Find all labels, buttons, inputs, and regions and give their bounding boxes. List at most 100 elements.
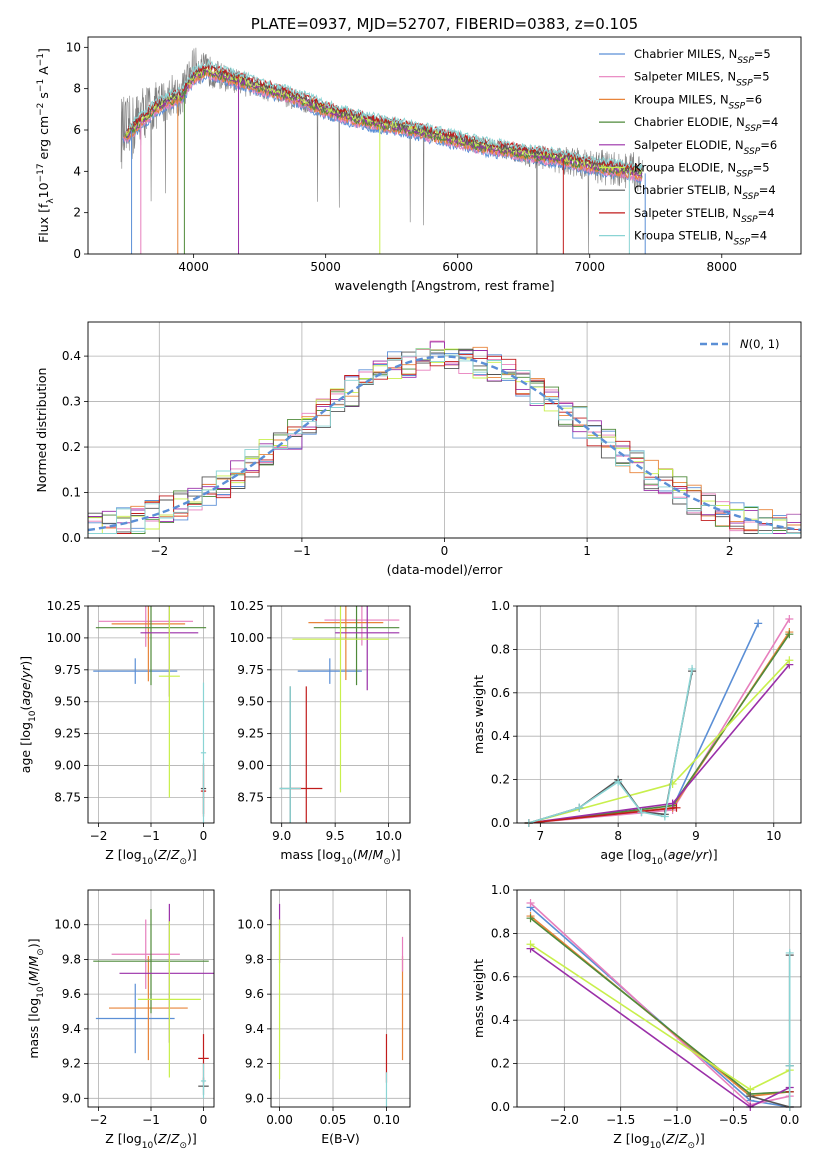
weight-series-line [528,631,790,824]
weight-series-line [529,906,790,1108]
legend-entry: Salpeter STELIB, NSSP=4 [634,206,775,225]
x-tick-label: 1 [583,544,591,558]
x-tick-label: 7000 [574,260,605,274]
y-tick-label: 0.2 [491,1057,510,1071]
y-tick-label: 9.8 [62,952,81,966]
x-tick-label: −1.5 [606,1113,635,1127]
legend-entry: Salpeter ELODIE, NSSP=6 [634,138,777,157]
y-tick-label: 9.0 [245,1091,264,1105]
weight-series-line [530,917,790,1095]
age-vs-Z-xlabel: Z [log10(Z/Z⊙)] [105,847,197,867]
weight-marker [660,812,669,821]
y-tick-label: 0.4 [491,1013,510,1027]
y-tick-label: 9.50 [54,695,81,709]
age-vs-mass-xlabel: mass [log10(M/M⊙)] [280,847,400,867]
spectrum-xlabel: wavelength [Angstrom, rest frame] [334,278,554,293]
x-tick-label: −1.0 [662,1113,691,1127]
y-tick-label: 10.0 [54,918,81,932]
residuals-xlabel: (data-model)/error [387,562,504,577]
y-tick-label: 9.2 [245,1057,264,1071]
x-tick-label: 0.0 [780,1113,799,1127]
y-tick-label: 6 [73,123,81,137]
weight-vs-Z-ylabel: mass weight [471,959,486,1038]
x-tick-label: 0.00 [266,1113,293,1127]
weight-series-line [750,955,791,1109]
y-tick-label: 9.00 [237,759,264,773]
x-tick-label: −2 [90,829,108,843]
histogram-step [88,348,801,534]
y-tick-label: 10.25 [230,599,264,613]
weight-series-line [528,633,790,824]
mass-vs-EBV-frame [270,889,411,1108]
x-tick-label: 8000 [707,260,738,274]
mass-vs-Z-plot [93,903,214,1099]
weight-marker [575,803,584,812]
x-tick-label: 6000 [442,260,473,274]
y-tick-label: 0.2 [62,440,81,454]
age-vs-Z-plot [93,606,207,823]
weight-vs-age-plot [524,615,794,827]
age-vs-Z-ylabel: age [log10(age/yr)] [18,656,38,773]
y-tick-label: 0.2 [491,773,510,787]
x-tick-label: 10.0 [375,829,402,843]
mass-vs-Z-xlabel: Z [log10(Z/Z⊙)] [105,1131,197,1151]
y-tick-label: 1.0 [491,599,510,613]
x-tick-label: 0.10 [373,1113,400,1127]
y-tick-label: 0.3 [62,395,81,409]
y-tick-label: 0.8 [491,926,510,940]
spectrum-ylabel: Flux [fλ10−17 erg cm−2 s−1 A−1] [36,48,56,243]
mass-vs-Z-frame [87,889,215,1108]
y-tick-label: 8.75 [237,790,264,804]
y-tick-label: 10.25 [47,599,81,613]
legend-entry: N(0, 1) [740,337,780,351]
mass-vs-EBV-axes: 0.00 0.05 0.10 9.0 9.2 9.4 9.6 9.8 10.0 [237,890,410,1127]
mass-vs-Z-ylabel: mass [log10(M/M⊙)] [26,938,46,1058]
x-tick-label: 2 [726,544,734,558]
weight-vs-age-ylabel: mass weight [471,675,486,754]
weight-vs-Z-axes: −2.0 −1.5 −1.0 −0.5 0.0 0.0 0.2 0.4 0.6 0.8 1.0 [491,883,801,1127]
y-tick-label: 10.00 [47,631,81,645]
y-tick-label: 9.00 [54,759,81,773]
y-tick-label: 10 [66,40,81,54]
x-tick-label: −1 [142,829,160,843]
y-tick-label: 2 [73,206,81,220]
legend-entry: Chabrier STELIB, NSSP=4 [634,183,776,202]
residuals-frame [87,321,802,539]
x-tick-label: 9.0 [272,829,291,843]
weight-marker [785,948,794,957]
y-tick-label: 0.0 [491,816,510,830]
weight-vs-age-axes: 7 8 9 10 0.0 0.2 0.4 0.6 0.8 1.0 [491,599,801,843]
y-tick-label: 1.0 [491,883,510,897]
y-tick-label: 0.4 [491,729,510,743]
y-tick-label: 9.25 [237,727,264,741]
weight-marker [637,808,646,817]
weight-vs-age-xlabel: age [log10(age/yr)] [600,847,717,867]
weight-vs-age-frame [516,605,802,824]
age-vs-Z-frame [87,605,215,824]
normal-reference-curve [88,355,801,532]
mass-vs-EBV-plot [278,903,404,1107]
y-tick-label: 9.2 [62,1057,81,1071]
weight-series-line [529,915,790,1098]
y-tick-label: 0.6 [491,970,510,984]
x-tick-label: 0 [200,1113,208,1127]
weight-marker [785,1061,794,1070]
mass-vs-EBV-xlabel: E(B-V) [321,1131,360,1146]
y-tick-label: 0.0 [491,1100,510,1114]
spectrum-frame [87,36,802,255]
age-vs-mass-frame [270,605,411,824]
x-tick-label: −0.5 [719,1113,748,1127]
y-tick-label: 0 [73,247,81,261]
weight-marker [526,914,535,923]
y-tick-label: 9.4 [62,1022,81,1036]
y-tick-label: 0.4 [62,349,81,363]
y-tick-label: 9.8 [245,952,264,966]
residuals-legend: N(0, 1) [700,337,780,351]
y-tick-label: 9.25 [54,727,81,741]
weight-series-line [530,947,791,1108]
y-tick-label: 9.6 [245,987,264,1001]
x-tick-label: −1 [142,1113,160,1127]
x-tick-label: 0.05 [320,1113,347,1127]
x-tick-label: 4000 [178,260,209,274]
